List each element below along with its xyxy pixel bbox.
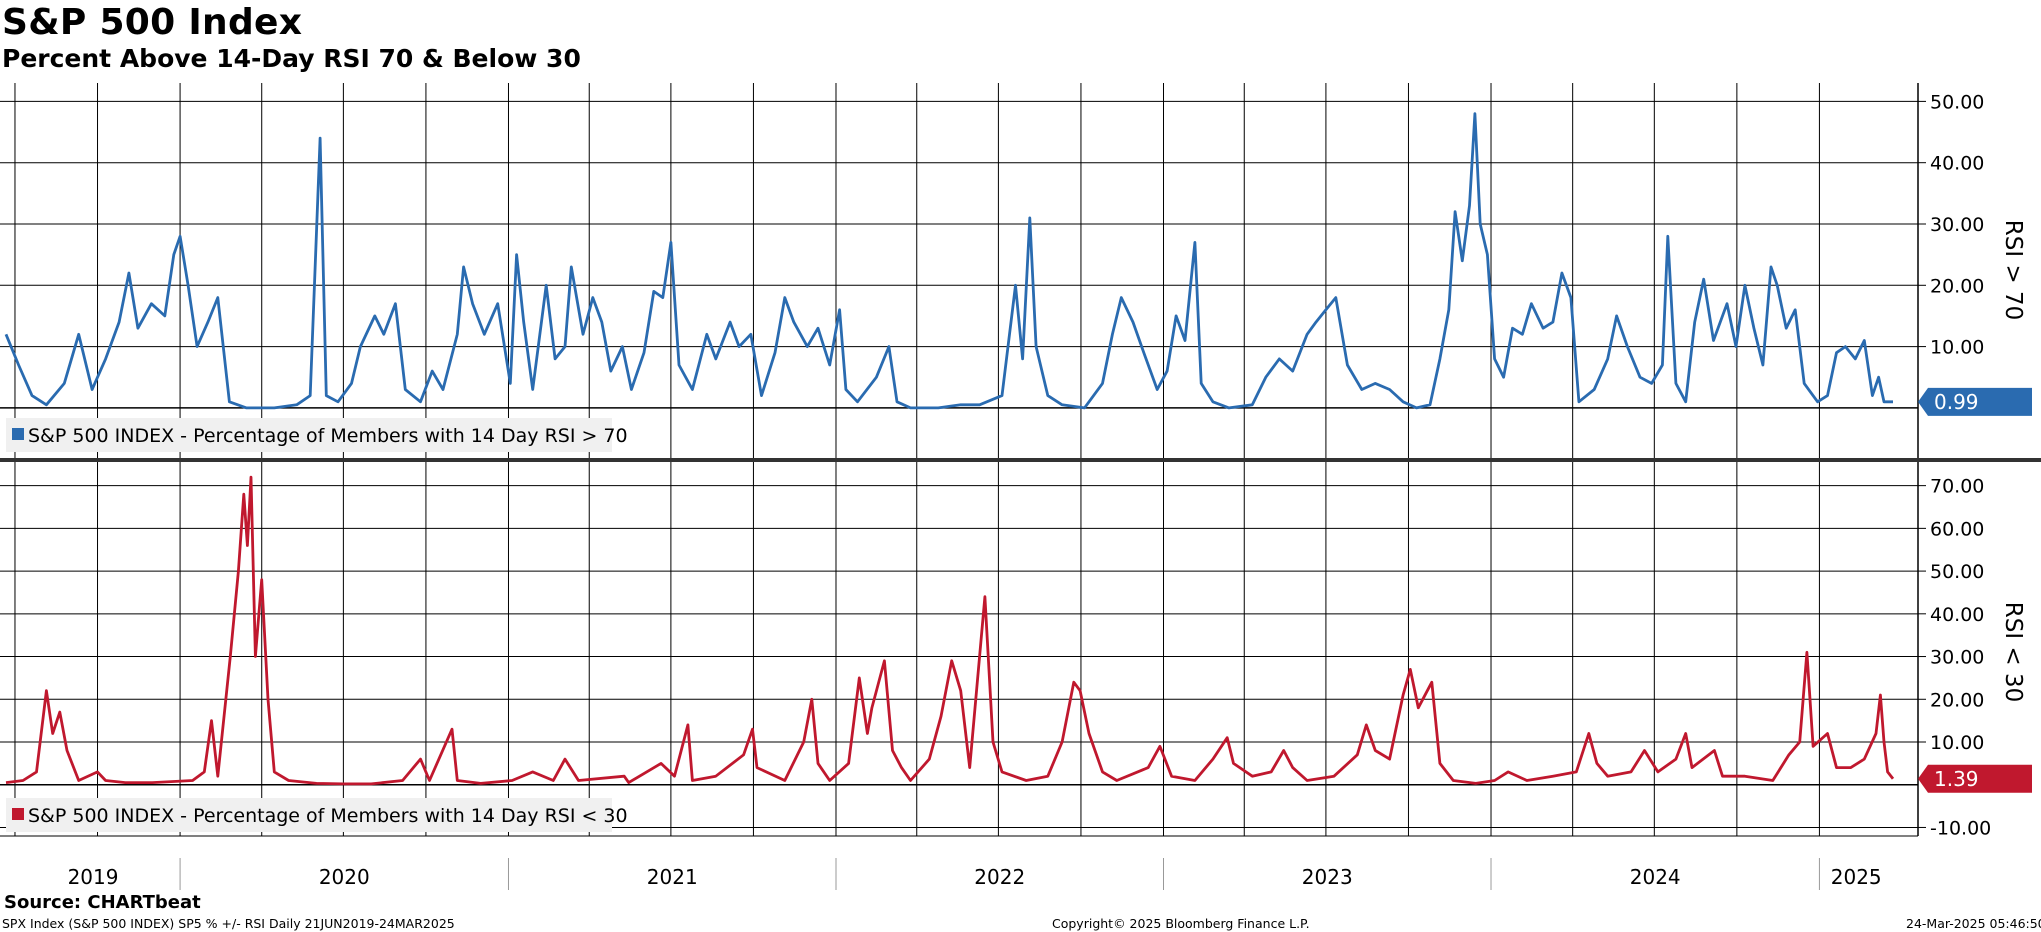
footer-left: SPX Index (S&P 500 INDEX) SP5 % +/- RSI … — [2, 916, 455, 931]
lower-legend-swatch — [12, 808, 24, 820]
lower-last-value-label: 1.39 — [1934, 767, 1979, 791]
x-year-label: 2024 — [1630, 865, 1681, 889]
y-tick-label: 60.00 — [1930, 518, 1984, 540]
series-line-rsi-below-30 — [5, 475, 1895, 786]
upper-legend-swatch — [12, 428, 24, 440]
y-tick-label: 20.00 — [1930, 689, 1984, 711]
footer-center: Copyright© 2025 Bloomberg Finance L.P. — [1052, 916, 1310, 931]
source-note: Source: CHARTbeat — [4, 892, 201, 913]
x-year-label: 2020 — [319, 865, 370, 889]
lower-y-axis: -10.00 10.00 20.00 30.00 40.00 50.00 60.00 70.0… — [1917, 460, 1991, 839]
lower-last-value-badge — [1918, 764, 2032, 793]
y-tick-label: 50.00 — [1930, 91, 1984, 113]
footer-right: 24-Mar-2025 05:46:50 — [1906, 916, 2041, 931]
x-year-label: 2025 — [1831, 865, 1882, 889]
lower-legend-label: S&P 500 INDEX - Percentage of Members wi… — [28, 805, 628, 827]
y-tick-label: 20.00 — [1930, 275, 1984, 297]
upper-legend-label: S&P 500 INDEX - Percentage of Members wi… — [28, 425, 628, 447]
x-year-label: 2021 — [647, 865, 698, 889]
y-tick-label: 30.00 — [1930, 647, 1984, 669]
upper-legend-box — [6, 418, 612, 452]
upper-last-value-label: 0.99 — [1934, 390, 1979, 414]
y-tick-label: 10.00 — [1930, 732, 1984, 754]
upper-y-axis: 10.00 20.00 30.00 40.00 50.00 — [1917, 83, 1984, 460]
upper-last-value-badge — [1918, 387, 2032, 416]
x-year-label: 2023 — [1302, 865, 1353, 889]
series-line-rsi-above-70 — [4, 112, 1893, 410]
lower-axis-title: RSI < 30 — [2000, 602, 2026, 703]
x-axis: 2019 2020 2021 2022 2023 2024 2025 — [68, 858, 1882, 890]
y-tick-label: 10.00 — [1930, 337, 1984, 359]
x-year-label: 2022 — [974, 865, 1025, 889]
page-subtitle: Percent Above 14-Day RSI 70 & Below 30 — [2, 44, 581, 73]
y-tick-label: 40.00 — [1930, 153, 1984, 175]
y-tick-label: -10.00 — [1930, 817, 1991, 839]
y-tick-label: 50.00 — [1930, 561, 1984, 583]
y-tick-label: 30.00 — [1930, 214, 1984, 236]
upper-panel-grid — [0, 83, 1918, 460]
x-year-label: 2019 — [68, 865, 119, 889]
y-tick-label: 70.00 — [1930, 476, 1984, 498]
y-tick-label: 40.00 — [1930, 604, 1984, 626]
lower-legend-box — [6, 798, 612, 832]
upper-axis-title: RSI > 70 — [2000, 220, 2026, 321]
page-title: S&P 500 Index — [2, 2, 303, 43]
